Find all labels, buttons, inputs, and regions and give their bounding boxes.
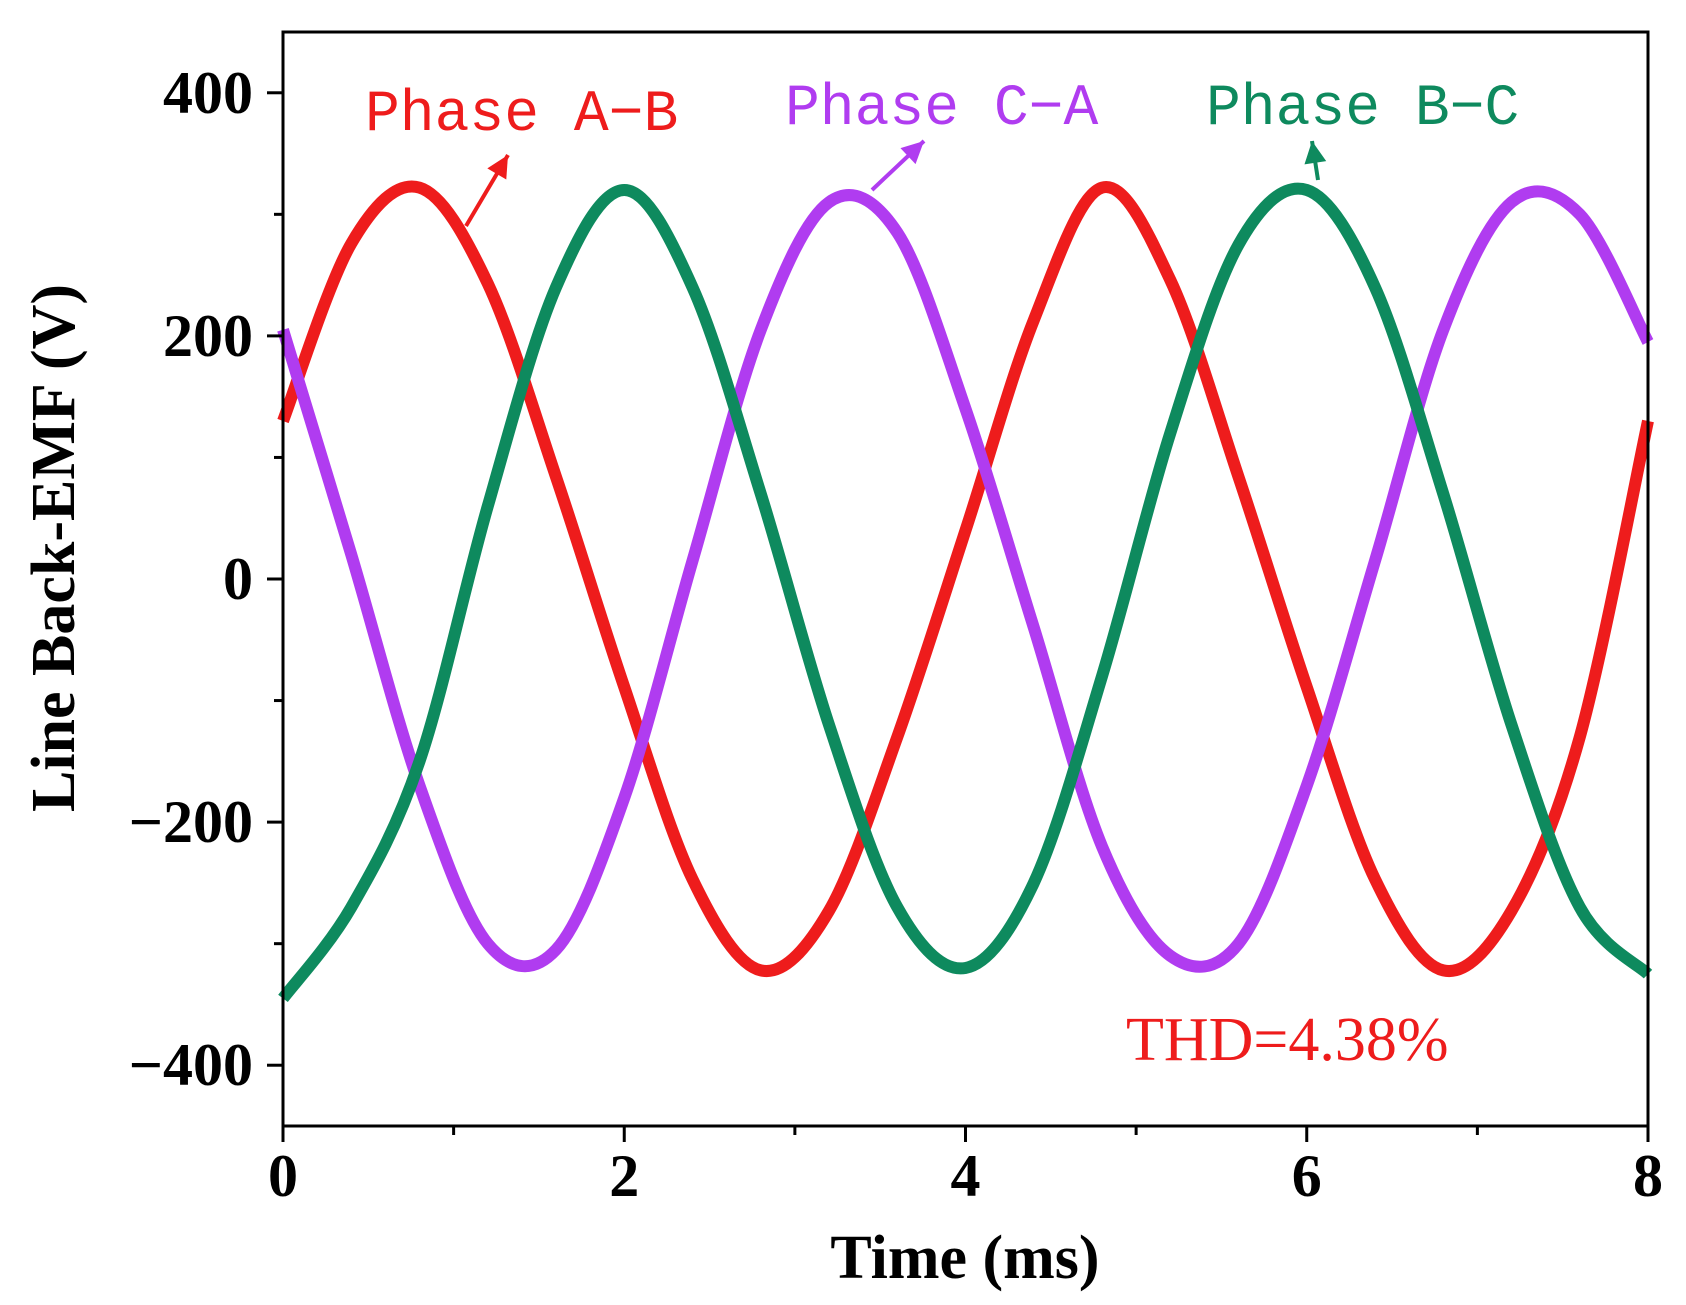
series-label-1: Phase C−A [785, 77, 1098, 142]
y-tick-label: 0 [223, 546, 253, 612]
series-line-2 [278, 182, 1653, 1003]
x-tick-label: 8 [1633, 1143, 1663, 1209]
y-tick-label: 200 [163, 303, 253, 369]
y-tick-label: −200 [129, 789, 253, 855]
series-layer [277, 180, 1654, 1003]
y-tick-label: 400 [163, 60, 253, 126]
y-axis-title: Line Back-EMF (V) [20, 284, 88, 812]
y-tick-label: −400 [129, 1032, 253, 1098]
x-tick-label: 2 [609, 1143, 639, 1209]
ticks-layer [267, 91, 1650, 1142]
thd-annotation: THD=4.38% [1126, 1006, 1449, 1074]
series-label-2: Phase B−C [1206, 77, 1519, 142]
x-axis-title: Time (ms) [830, 1224, 1099, 1292]
labels-layer: 0 2 4 6 8 −400 −200 0 200 400 Phase A−B Phase C−A Ph… [129, 60, 1663, 1209]
series-line-1 [277, 185, 1654, 973]
series-label-0: Phase A−B [365, 83, 678, 148]
series-arrowhead-0 [487, 155, 508, 180]
series-arrowhead-2 [1304, 141, 1327, 165]
series-arrowhead-1 [900, 141, 924, 165]
x-tick-label: 4 [951, 1143, 981, 1209]
x-tick-label: 6 [1292, 1143, 1322, 1209]
x-tick-label: 0 [268, 1143, 298, 1209]
